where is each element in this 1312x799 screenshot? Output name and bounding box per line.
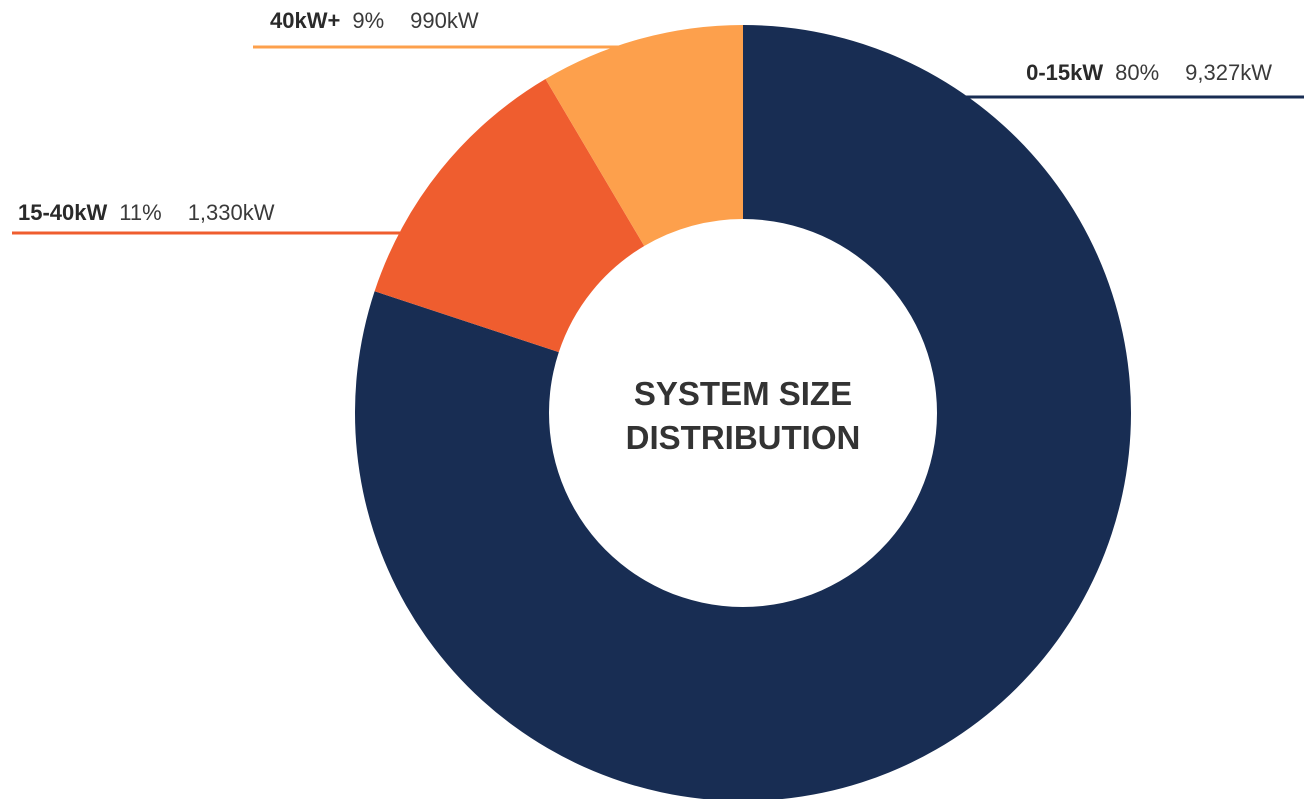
slice-label-0-15kw: 0-15kW bbox=[1026, 60, 1103, 85]
slice-value-0-15kw: 9,327kW bbox=[1185, 60, 1272, 85]
slice-0-15kw bbox=[355, 25, 1131, 799]
data-label-0-15kw: 0-15kW 80% 9,327kW bbox=[1026, 60, 1272, 85]
data-label-15-40kw: 15-40kW 11% 1,330kW bbox=[18, 200, 275, 225]
slice-percent-0-15kw: 80% bbox=[1115, 60, 1159, 85]
chart-title-line-1: SYSTEM SIZE bbox=[634, 375, 852, 412]
slice-15-40kw bbox=[374, 79, 645, 353]
slice-percent-15-40kw: 11% bbox=[119, 200, 161, 225]
chart-title: SYSTEM SIZE DISTRIBUTION bbox=[626, 375, 861, 456]
data-label-40kw-: 40kW+ 9% 990kW bbox=[270, 8, 479, 33]
slice-40kw- bbox=[545, 25, 743, 247]
slice-value-15-40kw: 1,330kW bbox=[188, 200, 275, 225]
chart-title-line-2: DISTRIBUTION bbox=[626, 419, 861, 456]
slice-value-40kw-: 990kW bbox=[410, 8, 479, 33]
slice-label-15-40kw: 15-40kW bbox=[18, 200, 108, 225]
slice-percent-40kw-: 9% bbox=[352, 8, 384, 33]
slice-label-40kw-: 40kW+ bbox=[270, 8, 340, 33]
